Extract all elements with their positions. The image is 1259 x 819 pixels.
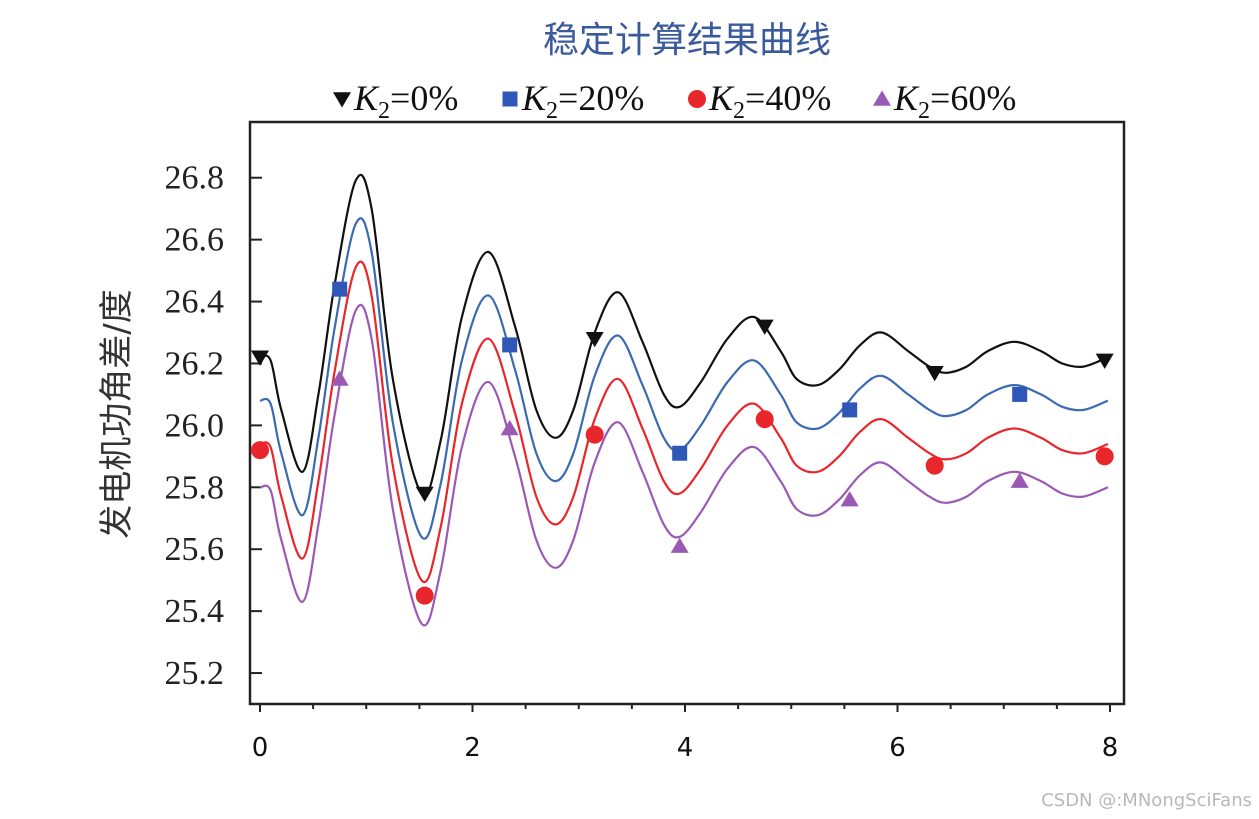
series-3-marker — [500, 419, 519, 436]
series-3-marker — [670, 537, 689, 553]
series-line-1 — [259, 217, 1109, 540]
series-3-marker — [840, 491, 859, 507]
plot-frame — [248, 120, 1126, 706]
series-2-marker — [925, 456, 944, 475]
x-tick-label: 6 — [889, 733, 906, 763]
series-2-marker — [1095, 447, 1114, 466]
x-tick-label: 8 — [1102, 733, 1119, 763]
series-0-marker — [585, 331, 604, 348]
series-line-0 — [259, 173, 1109, 497]
y-tick-label: 25.8 — [165, 469, 225, 506]
legend-label: K2=40% — [708, 78, 831, 124]
series-1-marker — [332, 281, 348, 297]
series-1-marker — [1012, 386, 1028, 402]
series-markers — [251, 281, 1114, 605]
legend-marker — [333, 92, 351, 108]
x-axis: 0 2 4 6 8 — [252, 704, 1119, 763]
series-2-marker — [755, 410, 774, 429]
series-lines — [259, 173, 1109, 627]
y-tick-label: 25.4 — [165, 593, 225, 630]
series-line-2 — [259, 260, 1109, 584]
y-tick-label: 26.6 — [165, 222, 225, 259]
legend-marker — [688, 90, 706, 108]
legend-item: K2=60% — [873, 78, 1016, 124]
legend-item: K2=0% — [333, 78, 458, 124]
chart-title: 稳定计算结果曲线 — [543, 20, 831, 61]
series-3-marker — [330, 370, 349, 386]
series-3-marker — [1010, 472, 1029, 488]
series-1-marker — [502, 337, 518, 353]
series-line-3 — [259, 303, 1109, 627]
watermark: CSDN @:MNongSciFans — [1041, 790, 1252, 811]
plot-area — [248, 120, 1126, 706]
legend-label: K2=60% — [893, 78, 1016, 124]
y-tick-label: 26.8 — [165, 160, 225, 197]
x-tick-label: 2 — [464, 733, 481, 763]
y-tick-label: 25.6 — [165, 531, 225, 568]
series-0-marker — [1095, 353, 1114, 369]
series-2-marker — [415, 586, 434, 605]
legend: K2=0% K2=20% K2=40% K2=60% — [333, 78, 1016, 124]
y-axis: 25.2 25.4 25.6 25.8 26.0 26.2 26.4 26.6 26.8 — [165, 160, 262, 692]
series-1-marker — [842, 402, 858, 418]
y-tick-label: 26.2 — [165, 345, 225, 382]
y-tick-label: 25.2 — [165, 655, 225, 692]
x-tick-label: 4 — [677, 733, 694, 763]
legend-marker — [502, 91, 518, 107]
series-2-marker — [585, 425, 604, 444]
series-1-marker — [672, 445, 688, 461]
y-axis-label: 发电机功角差/度 — [97, 289, 137, 538]
legend-marker — [873, 90, 891, 106]
legend-item: K2=20% — [502, 78, 644, 124]
legend-label: K2=20% — [521, 78, 644, 124]
series-0-marker — [755, 319, 774, 335]
y-tick-label: 26.0 — [165, 407, 225, 444]
series-0-marker — [415, 486, 434, 503]
x-tick-label: 0 — [252, 733, 269, 763]
series-0-marker — [925, 366, 944, 382]
series-2-marker — [251, 441, 269, 460]
legend-label: K2=0% — [353, 78, 458, 124]
series-0-marker — [251, 350, 269, 366]
y-tick-label: 26.4 — [165, 284, 225, 321]
legend-item: K2=40% — [688, 78, 831, 124]
